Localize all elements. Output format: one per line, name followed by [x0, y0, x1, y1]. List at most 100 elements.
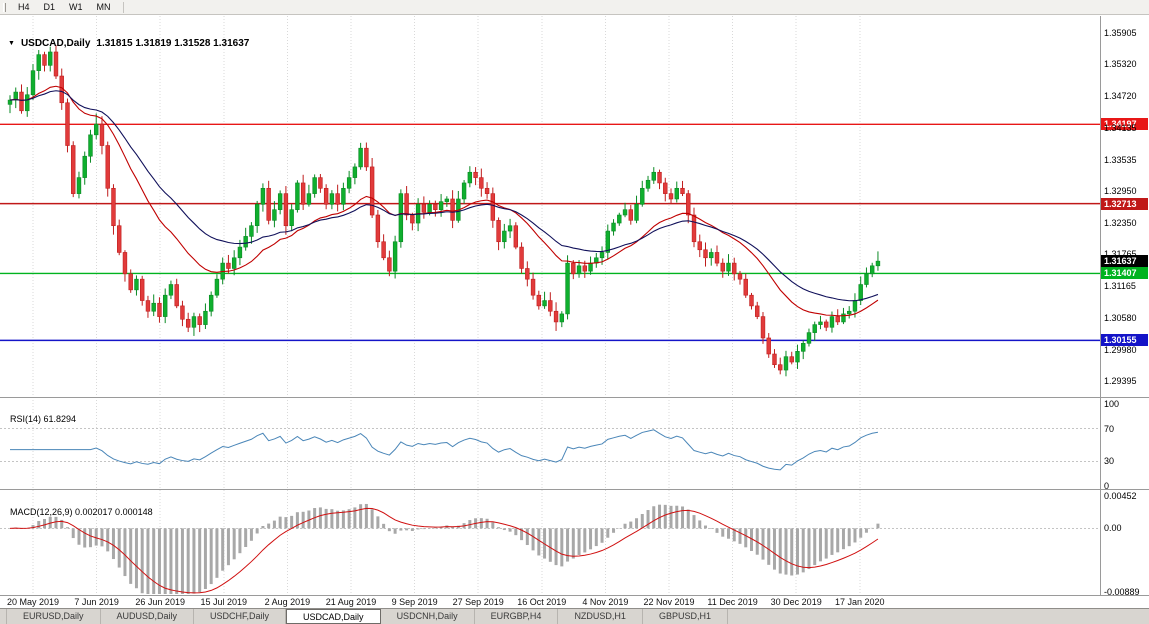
- candle: [548, 292, 553, 317]
- chart-tab-audusd[interactable]: AUDUSD,Daily: [101, 609, 195, 624]
- candle: [795, 344, 800, 369]
- candle: [622, 202, 628, 218]
- candle: [490, 187, 496, 228]
- candle: [226, 254, 231, 274]
- candle: [25, 87, 30, 117]
- symbol-label: USDCAD,Daily: [20, 38, 91, 49]
- candle: [128, 269, 133, 293]
- candle: [295, 180, 300, 213]
- candle: [260, 183, 266, 212]
- candle: [668, 188, 674, 204]
- candle: [157, 297, 162, 323]
- candle: [755, 301, 760, 320]
- candle: [358, 142, 363, 170]
- candle: [48, 46, 53, 72]
- candle: [737, 270, 743, 285]
- candle: [801, 340, 806, 360]
- candle: [231, 250, 237, 276]
- chart-tab-eurgbp[interactable]: EURGBP,H4: [475, 609, 559, 624]
- candle: [214, 274, 220, 298]
- candle: [76, 171, 82, 199]
- candle: [151, 294, 156, 317]
- candle: [306, 184, 312, 207]
- candle: [461, 180, 467, 204]
- candle: [71, 141, 76, 198]
- chart-tab-usdcad[interactable]: USDCAD,Daily: [286, 609, 381, 624]
- candle: [726, 254, 731, 276]
- candle: [496, 217, 501, 251]
- chart-tab-eurusd[interactable]: EURUSD,Daily: [6, 609, 101, 624]
- candle: [140, 275, 145, 306]
- candle: [732, 257, 737, 281]
- collapse-indicator-icon[interactable]: ▼: [8, 39, 15, 47]
- candle: [680, 180, 685, 197]
- candle: [398, 189, 404, 248]
- candle: [542, 291, 547, 309]
- candle: [404, 186, 409, 221]
- candle: [502, 223, 507, 249]
- candle: [369, 157, 375, 219]
- candle: [657, 169, 662, 190]
- candle: [651, 167, 656, 184]
- candle: [513, 222, 519, 250]
- candle: [88, 129, 93, 163]
- candle: [99, 116, 105, 155]
- candle: [703, 242, 708, 267]
- candle: [122, 250, 128, 282]
- candle: [467, 166, 473, 188]
- candle: [387, 250, 392, 277]
- candle: [875, 251, 881, 271]
- candle: [375, 209, 381, 248]
- candle: [65, 98, 70, 153]
- toolbar-grip-handle[interactable]: [3, 2, 6, 12]
- chart-tab-usdchf[interactable]: USDCHF,Daily: [194, 609, 287, 624]
- timeframe-button-mn[interactable]: MN: [90, 0, 118, 15]
- rsi-label: RSI(14) 61.8294: [8, 414, 79, 424]
- candle: [346, 170, 352, 194]
- timeframe-button-d1[interactable]: D1: [37, 0, 63, 15]
- chart-tab-gbpusd[interactable]: GBPUSD,H1: [643, 609, 728, 624]
- candle: [7, 95, 13, 114]
- candle: [559, 311, 565, 328]
- candle: [714, 245, 720, 267]
- candle: [352, 163, 358, 185]
- candle: [266, 180, 271, 225]
- candle: [594, 252, 599, 268]
- candle: [628, 204, 633, 225]
- candle: [473, 167, 478, 186]
- candle: [174, 278, 179, 309]
- candle: [847, 306, 852, 319]
- chart-tab-usdcnh[interactable]: USDCNH,Daily: [381, 609, 475, 624]
- candle: [117, 219, 122, 256]
- candle: [185, 312, 191, 333]
- candle: [450, 190, 455, 229]
- candle: [438, 194, 444, 217]
- candle: [835, 309, 840, 326]
- candle: [640, 180, 645, 207]
- candle: [134, 275, 139, 296]
- candle: [168, 280, 174, 300]
- candle: [772, 349, 777, 368]
- candle: [94, 113, 99, 140]
- candle: [812, 321, 817, 342]
- candle: [674, 181, 679, 203]
- candle: [783, 350, 789, 377]
- timeframe-button-h4[interactable]: H4: [11, 0, 37, 15]
- candle: [720, 258, 725, 278]
- candle: [571, 260, 576, 280]
- candle: [162, 288, 168, 324]
- candle: [484, 182, 490, 199]
- candle: [806, 328, 812, 347]
- candle: [341, 182, 346, 211]
- candle: [277, 190, 283, 215]
- candle: [180, 300, 185, 327]
- candle: [410, 212, 415, 231]
- timeframe-button-w1[interactable]: W1: [62, 0, 90, 15]
- chart-tab-nzdusd[interactable]: NZDUSD,H1: [558, 609, 643, 624]
- chart-title: ▼ USDCAD,Daily 1.31815 1.31819 1.31528 1…: [8, 38, 249, 49]
- candle: [743, 273, 748, 298]
- candle: [818, 315, 823, 330]
- candle: [444, 196, 450, 207]
- candle: [697, 234, 702, 258]
